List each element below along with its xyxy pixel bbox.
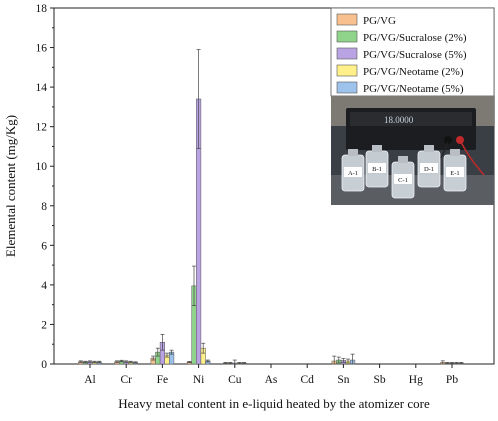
x-tick-label: Cr xyxy=(120,374,132,386)
inset-photo: 18.0000 A-1 B-1 C-1 D-1 E-1 xyxy=(331,96,494,205)
device-knob-black xyxy=(444,136,452,144)
x-tick-label: Hg xyxy=(409,374,423,386)
power-supply-panel xyxy=(350,112,472,126)
y-tick-label: 16 xyxy=(36,43,48,55)
vial-label: E-1 xyxy=(450,170,459,177)
legend-swatch xyxy=(336,81,358,94)
legend-swatch xyxy=(336,64,358,77)
x-tick-label: Fe xyxy=(157,374,169,386)
x-tick-label: Sb xyxy=(374,374,386,386)
legend-label: PG/VG xyxy=(363,15,396,27)
vial-cap xyxy=(398,156,408,163)
x-tick-label: Pb xyxy=(446,374,458,386)
legend-frame xyxy=(330,7,495,97)
vial-label-tag xyxy=(368,163,386,173)
vial-cap xyxy=(450,149,460,156)
vial-label: A-1 xyxy=(348,170,358,177)
y-tick-label: 6 xyxy=(41,240,47,252)
y-tick-label: 14 xyxy=(36,82,48,94)
vial-label-tag xyxy=(344,167,362,177)
y-axis-title: Elemental content (mg/Kg) xyxy=(3,115,18,257)
legend-label: PG/VG/Sucralose (2%) xyxy=(363,32,467,44)
x-tick-label: Sn xyxy=(337,374,349,386)
legend-items: PG/VG PG/VG/Sucralose (2%) PG/VG/Sucralose… xyxy=(336,13,467,95)
vial-label: C-1 xyxy=(398,177,408,184)
y-tick-label: 2 xyxy=(41,319,47,331)
x-axis-title: Heavy metal content in e-liquid heated b… xyxy=(118,396,430,411)
legend-label: PG/VG/Neotame (2%) xyxy=(363,66,464,78)
vial-label: D-1 xyxy=(424,166,434,173)
bars-layer xyxy=(78,49,464,365)
y-tick-label: 4 xyxy=(41,280,47,292)
y-tick-label: 12 xyxy=(36,122,48,134)
legend: PG/VG PG/VG/Sucralose (2%) PG/VG/Sucralose… xyxy=(330,7,495,97)
legend-swatch xyxy=(336,30,358,43)
x-tick-label: Cd xyxy=(300,374,314,386)
x-tick-label: Ni xyxy=(193,374,205,386)
vial-label-tag xyxy=(394,174,412,184)
x-tick-label: Al xyxy=(84,374,96,386)
vial-cap xyxy=(424,145,434,152)
y-tick-label: 8 xyxy=(41,201,47,213)
vial-label-tag xyxy=(446,167,464,177)
vial-cap xyxy=(348,149,358,156)
vial-label: B-1 xyxy=(372,166,382,173)
legend-label: PG/VG/Sucralose (5%) xyxy=(363,49,467,61)
device-readout: 18.0000 xyxy=(384,115,414,125)
vial-cap xyxy=(372,145,382,152)
y-tick-label: 10 xyxy=(36,161,48,173)
x-tick-label: As xyxy=(265,374,278,386)
legend-swatch xyxy=(336,13,358,26)
y-tick-label: 18 xyxy=(36,3,48,15)
vials: A-1 B-1 C-1 D-1 E-1 xyxy=(341,145,467,199)
legend-label: PG/VG/Neotame (5%) xyxy=(363,83,464,95)
vial-label-tag xyxy=(420,163,438,173)
ticks-layer: 0 2 4 6 8 10 12 14 16 18 Al Cr Fe Ni Cu As Cd Sn Sb Hg Pb xyxy=(36,3,459,386)
legend-swatch xyxy=(336,47,358,60)
y-tick-label: 0 xyxy=(41,359,47,371)
x-tick-label: Cu xyxy=(228,374,242,386)
